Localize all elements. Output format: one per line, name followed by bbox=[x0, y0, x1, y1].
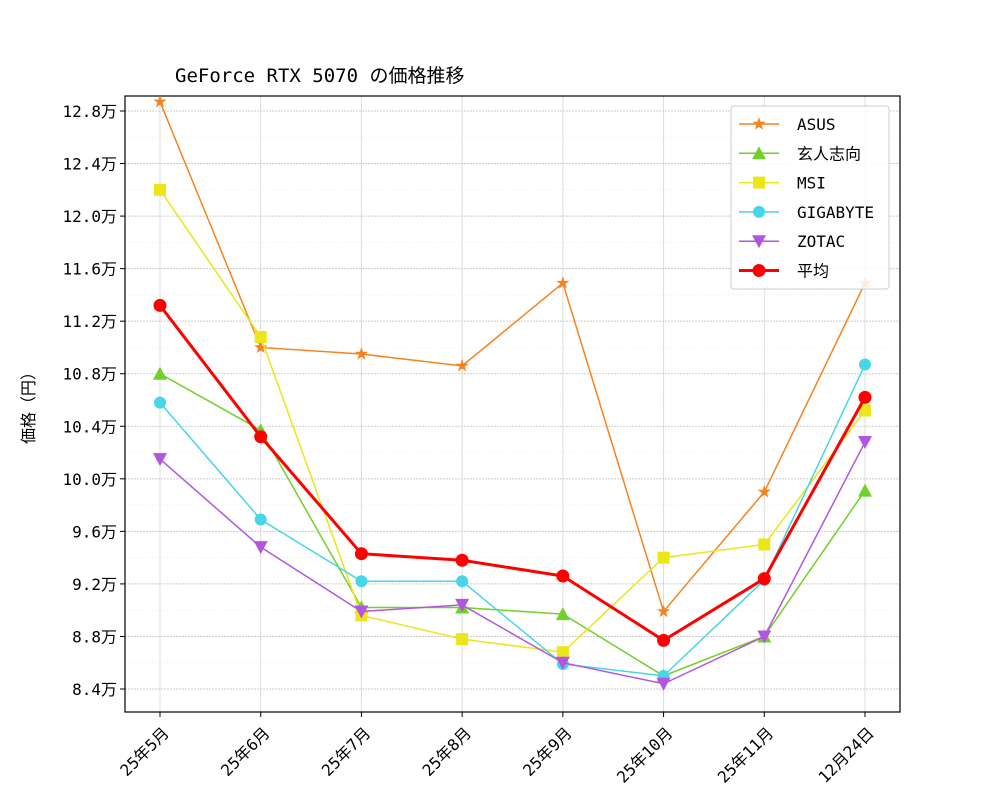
data-point bbox=[456, 633, 469, 646]
data-point bbox=[254, 330, 267, 343]
data-point bbox=[859, 358, 871, 371]
y-tick-label: 11.6万 bbox=[62, 260, 117, 279]
y-tick-label: 8.8万 bbox=[72, 627, 117, 646]
data-point bbox=[858, 390, 872, 404]
series-line bbox=[158, 304, 867, 643]
data-point bbox=[657, 633, 671, 647]
chart-title: GeForce RTX 5070 の価格推移 bbox=[175, 65, 464, 87]
data-point bbox=[757, 630, 772, 644]
series-line bbox=[159, 364, 866, 677]
y-tick-label: 9.6万 bbox=[72, 522, 117, 541]
data-point bbox=[656, 604, 671, 618]
series-line bbox=[159, 101, 866, 614]
data-point bbox=[859, 404, 871, 417]
data-point bbox=[753, 176, 765, 189]
data-point bbox=[354, 547, 368, 561]
data-point bbox=[753, 205, 765, 218]
y-tick-label: 10.0万 bbox=[62, 470, 117, 489]
x-tick-label: 25年6月 bbox=[217, 723, 274, 780]
data-point bbox=[752, 146, 766, 160]
legend: ASUS 玄人志向 MSI GIGABYTE ZOTAC 平均 bbox=[730, 105, 890, 290]
legend-item: MSI bbox=[739, 174, 826, 193]
x-tick-label: 25年5月 bbox=[116, 723, 173, 780]
data-point bbox=[455, 553, 469, 567]
data-point bbox=[153, 366, 167, 380]
series-ASUS bbox=[153, 94, 872, 618]
data-point bbox=[556, 276, 570, 289]
y-tick-label: 9.2万 bbox=[72, 575, 117, 594]
axes-frame bbox=[124, 95, 901, 713]
legend-label: 平均 bbox=[797, 262, 829, 281]
series-line bbox=[159, 441, 866, 685]
legend-item: 平均 bbox=[739, 262, 829, 281]
legend-item: GIGABYTE bbox=[739, 203, 874, 222]
data-point bbox=[757, 572, 771, 586]
legend-label: GIGABYTE bbox=[797, 203, 874, 222]
data-point bbox=[757, 485, 771, 498]
x-tick-label: 12月24日 bbox=[815, 723, 878, 786]
data-point bbox=[858, 483, 872, 497]
series-line bbox=[159, 189, 866, 654]
data-point bbox=[456, 575, 469, 588]
data-point bbox=[752, 235, 766, 249]
data-point bbox=[354, 605, 369, 619]
data-point bbox=[758, 538, 771, 551]
legend-item: 玄人志向 bbox=[739, 144, 861, 163]
data-point bbox=[254, 340, 268, 354]
series-ZOTAC bbox=[153, 436, 872, 691]
x-tick-label: 25年9月 bbox=[519, 723, 576, 780]
data-point bbox=[556, 646, 569, 659]
data-point bbox=[154, 396, 166, 409]
series-MSI bbox=[154, 183, 871, 659]
series-平均 bbox=[153, 298, 872, 647]
data-point bbox=[858, 436, 872, 450]
data-point bbox=[153, 94, 167, 108]
data-point bbox=[254, 513, 267, 526]
data-point bbox=[556, 569, 570, 583]
legend-frame bbox=[730, 105, 890, 290]
data-point bbox=[752, 117, 766, 130]
y-tick-label: 12.4万 bbox=[62, 155, 117, 174]
data-point bbox=[555, 656, 570, 670]
data-point bbox=[455, 598, 470, 612]
data-point bbox=[153, 298, 167, 312]
data-point bbox=[657, 551, 670, 564]
legend-label: ZOTAC bbox=[797, 232, 845, 251]
legend-item: ASUS bbox=[739, 115, 836, 134]
series-line bbox=[159, 373, 866, 677]
data-point bbox=[253, 541, 268, 555]
legend-label: ASUS bbox=[797, 115, 836, 134]
y-tick-label: 10.8万 bbox=[62, 365, 117, 384]
x-tick-label: 25年11月 bbox=[714, 723, 777, 786]
y-tick-label: 8.4万 bbox=[72, 680, 117, 699]
data-point bbox=[752, 264, 766, 277]
x-tick-label: 25年8月 bbox=[418, 723, 475, 780]
data-point bbox=[555, 607, 570, 621]
y-tick-label: 11.2万 bbox=[62, 312, 117, 331]
data-point bbox=[355, 575, 368, 588]
legend-label: 玄人志向 bbox=[797, 144, 861, 163]
data-point bbox=[656, 677, 671, 691]
data-point bbox=[254, 430, 268, 444]
y-tick-label: 12.0万 bbox=[62, 207, 117, 226]
legend-label: MSI bbox=[797, 174, 826, 193]
x-tick-label: 25年10月 bbox=[613, 723, 676, 786]
data-point bbox=[154, 183, 166, 196]
data-point bbox=[153, 453, 167, 467]
legend-item: ZOTAC bbox=[739, 232, 845, 251]
x-tick-label: 25年7月 bbox=[318, 723, 375, 780]
y-tick-label: 10.4万 bbox=[62, 417, 117, 436]
data-point bbox=[455, 358, 469, 372]
y-axis-label: 価格（円） bbox=[19, 364, 38, 444]
data-point bbox=[354, 347, 369, 360]
y-tick-label: 12.8万 bbox=[62, 102, 117, 121]
